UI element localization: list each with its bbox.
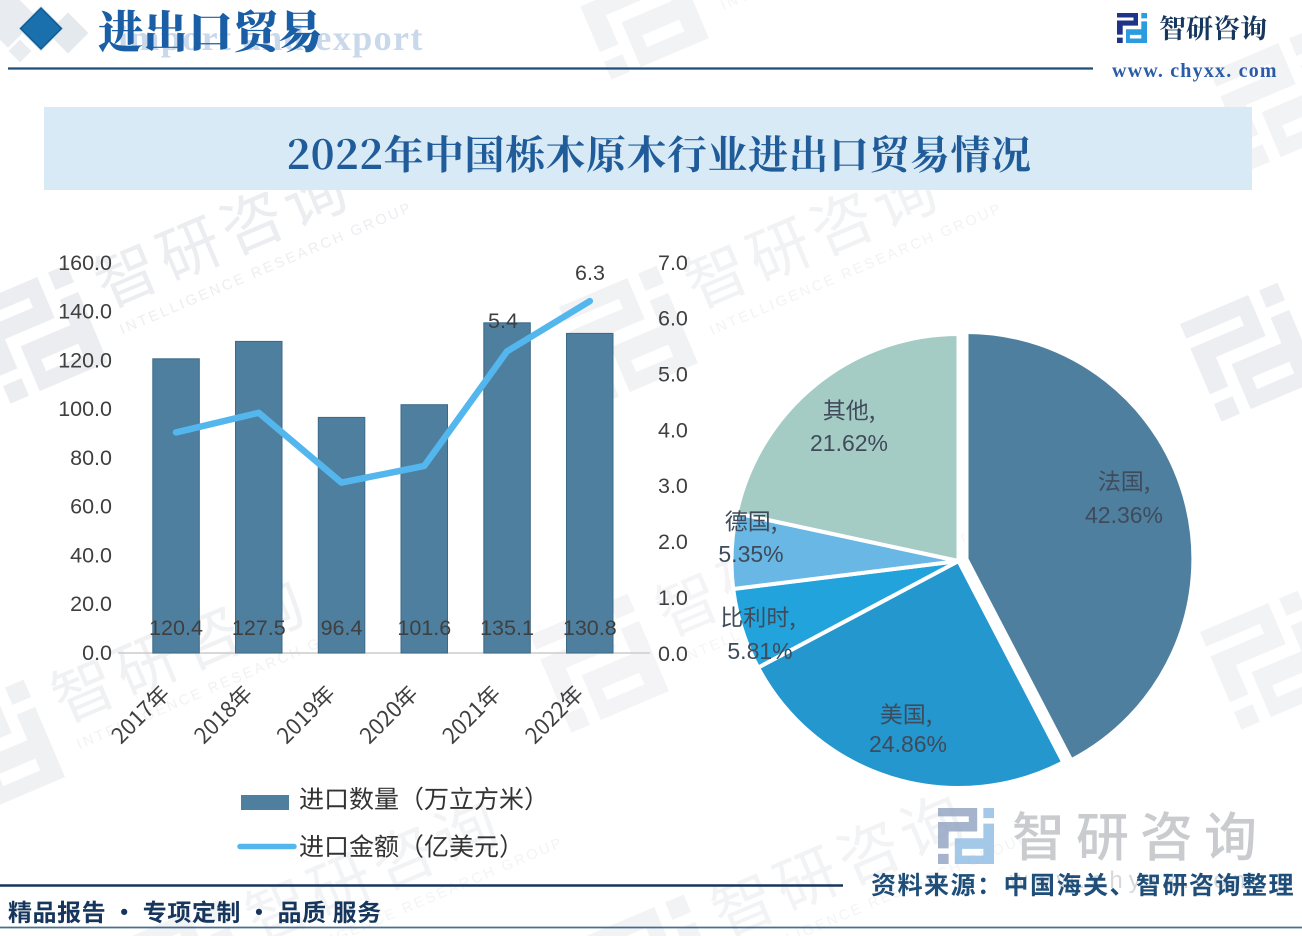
svg-text:4.0: 4.0 bbox=[658, 418, 688, 442]
svg-text:160.0: 160.0 bbox=[58, 251, 112, 275]
svg-text:5.35%: 5.35% bbox=[718, 541, 783, 567]
svg-text:96.4: 96.4 bbox=[321, 616, 363, 640]
svg-text:5.81%: 5.81% bbox=[727, 638, 792, 664]
svg-text:www.chyxx.com: www.chyxx.com bbox=[1009, 867, 1259, 894]
svg-text:42.36%: 42.36% bbox=[1085, 502, 1163, 528]
svg-text:60.0: 60.0 bbox=[70, 495, 112, 519]
svg-text:6.3: 6.3 bbox=[575, 261, 605, 285]
svg-text:20.0: 20.0 bbox=[70, 592, 112, 616]
svg-text:40.0: 40.0 bbox=[70, 543, 112, 567]
svg-text:2.0: 2.0 bbox=[658, 530, 688, 554]
svg-text:21.62%: 21.62% bbox=[810, 430, 888, 456]
svg-text:5.4: 5.4 bbox=[488, 309, 518, 333]
svg-text:5.0: 5.0 bbox=[658, 363, 688, 387]
svg-text:6.0: 6.0 bbox=[658, 307, 688, 331]
svg-text:120.0: 120.0 bbox=[58, 348, 112, 372]
svg-text:100.0: 100.0 bbox=[58, 397, 112, 421]
svg-text:0.0: 0.0 bbox=[82, 641, 112, 665]
svg-text:130.8: 130.8 bbox=[563, 616, 617, 640]
svg-text:127.5: 127.5 bbox=[232, 616, 286, 640]
svg-text:3.0: 3.0 bbox=[658, 474, 688, 498]
svg-text:24.86%: 24.86% bbox=[869, 731, 947, 757]
svg-text:120.4: 120.4 bbox=[149, 616, 203, 640]
svg-text:101.6: 101.6 bbox=[397, 616, 451, 640]
svg-text:0.0: 0.0 bbox=[658, 642, 688, 666]
svg-text:80.0: 80.0 bbox=[70, 446, 112, 470]
svg-text:1.0: 1.0 bbox=[658, 586, 688, 610]
svg-text:www. chyxx. com: www. chyxx. com bbox=[1112, 60, 1278, 82]
svg-text:140.0: 140.0 bbox=[58, 300, 112, 324]
svg-text:135.1: 135.1 bbox=[480, 616, 534, 640]
svg-text:7.0: 7.0 bbox=[658, 251, 688, 275]
